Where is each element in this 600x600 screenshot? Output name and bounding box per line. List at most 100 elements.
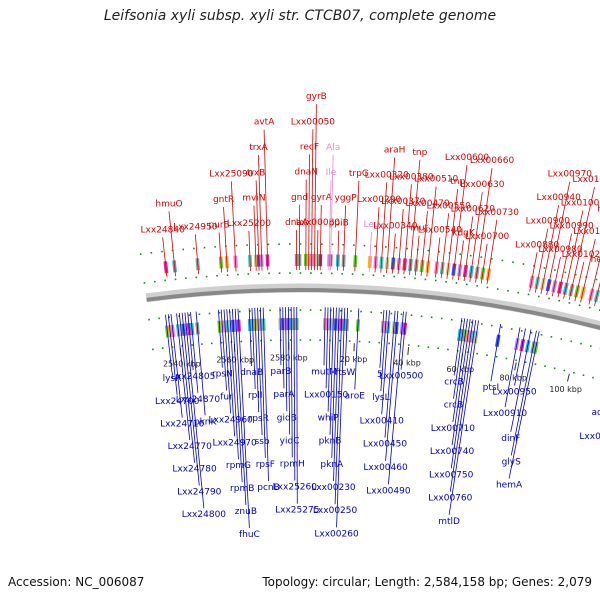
dot (530, 331, 533, 334)
gene-leader-line (259, 307, 266, 458)
dot (578, 304, 581, 307)
gene-leader-line (234, 308, 247, 506)
dot (434, 279, 437, 282)
reverse-gene-arrow (228, 297, 230, 311)
reverse-gene-arrow (248, 296, 250, 310)
dot (414, 277, 416, 280)
forward-gene-arrow (450, 283, 453, 297)
gene-leader-line (420, 211, 428, 277)
dot (540, 333, 543, 336)
gene-leader-line (368, 231, 372, 272)
gene-leader-line (504, 327, 521, 408)
dot (490, 324, 493, 327)
dot (407, 344, 410, 346)
forward-dot-ring (143, 272, 600, 311)
gene-leader-line (457, 240, 464, 281)
gene-leader-line (187, 312, 194, 371)
gene-label: recF (300, 142, 319, 152)
gene-label: tnp (412, 148, 427, 158)
reverse-gene-arrow (180, 301, 183, 315)
dot (171, 249, 174, 252)
gene-leader-line (254, 307, 260, 412)
gene-label: Lxx00380 (389, 172, 434, 182)
gene-label: yggP (335, 194, 358, 204)
gene-leader-line (469, 192, 483, 282)
gene-leader-line (453, 318, 466, 399)
gene-label: trpG (349, 169, 369, 179)
gene-leader-line (327, 307, 332, 412)
gene-label: Lxx00630 (460, 180, 505, 190)
dot (289, 339, 292, 341)
gene-label: Lxx24805 (171, 372, 215, 382)
gene-label: Lxx00760 (428, 494, 473, 504)
dot (486, 354, 488, 356)
dot (161, 250, 163, 253)
gene-leader-line (195, 311, 206, 416)
dot (588, 306, 591, 309)
forward-gene-arrow (419, 280, 421, 294)
dot (237, 273, 239, 276)
gene-label: Lxx00940 (537, 193, 582, 203)
dot (574, 273, 577, 276)
gene-label: yidC (280, 436, 300, 446)
gene-leader-line (426, 186, 437, 277)
dot (353, 244, 355, 246)
gene-label: pknK (194, 417, 218, 427)
reverse-gene-arrow (536, 319, 539, 333)
dot (553, 367, 556, 370)
dot (339, 339, 341, 342)
gene-leader-line (329, 154, 334, 271)
dot (537, 295, 540, 298)
gene-leader-line (162, 237, 168, 278)
gene-leader-line (551, 256, 561, 297)
gene-leader-line (342, 205, 346, 271)
gene-label: Lxx00290 (357, 195, 402, 205)
gene-leader-line (181, 312, 200, 486)
gene-leader-line (563, 210, 584, 299)
dot (210, 342, 213, 345)
gene-label: rpsR (249, 414, 269, 424)
gene-label: Lxx01020 (562, 250, 600, 260)
gene-leader-line (184, 312, 205, 509)
dot (205, 275, 208, 278)
dot (469, 254, 472, 257)
gene-leader-line (594, 281, 600, 306)
gene-label: araH (384, 146, 406, 156)
gene-leader-line (514, 328, 526, 386)
gene-label: rpmB (230, 484, 254, 494)
dot (278, 272, 281, 274)
gene-label: Ile (326, 168, 337, 178)
dot (143, 282, 146, 284)
gene-label: Lxx24700 (155, 397, 200, 407)
gene-leader-line (486, 219, 498, 285)
dot (191, 344, 193, 346)
gene-leader-line (167, 314, 178, 395)
gene-leader-line (314, 104, 317, 271)
dot (448, 252, 451, 254)
dot (289, 272, 291, 274)
gene-label: hemG (591, 255, 600, 265)
gene-label: Lxx00990 (549, 222, 594, 232)
gene-leader-line (257, 307, 263, 435)
dot (370, 311, 372, 313)
gene-label: Lxx00080 (296, 218, 341, 228)
reverse-gene-arrow (251, 296, 253, 310)
gene-label: Lxx01180 (579, 432, 600, 442)
reverse-gene-arrow (217, 298, 219, 312)
reverse-gene-arrow (475, 308, 478, 322)
dot (238, 310, 241, 313)
dot (400, 313, 403, 316)
gene-leader-line (231, 308, 243, 483)
gene-label: avtA (254, 118, 275, 128)
gene-label: Lxx00730 (475, 208, 520, 218)
dot (486, 286, 489, 289)
gene-label: Lxx24960 (208, 415, 253, 425)
gene-leader-line (220, 309, 227, 391)
dot (570, 340, 572, 343)
gene-label: Lxx24870 (176, 395, 221, 405)
gene-leader-line (388, 311, 404, 485)
reverse-gene-arrow (358, 296, 360, 310)
kbp-tick (407, 347, 410, 356)
gene-leader-line (452, 318, 468, 423)
dot (544, 365, 546, 367)
